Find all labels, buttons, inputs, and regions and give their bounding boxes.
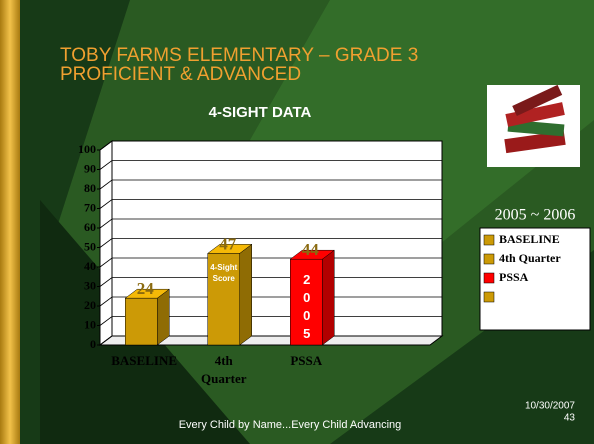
x-tick-label: 4th Quarter — [194, 352, 254, 388]
data-label: 24 — [137, 279, 155, 298]
legend-label: BASELINE — [499, 232, 560, 246]
legend-title: 2005 ~ 2006 — [495, 207, 576, 224]
y-tick-label: 100 — [78, 142, 96, 156]
chart-title: 4-SIGHT DATA — [140, 104, 380, 121]
x-tick-label: PSSA — [276, 352, 336, 370]
y-tick-label: 20 — [84, 298, 96, 312]
legend-label: 4th Quarter — [499, 251, 561, 265]
bar-side — [322, 250, 334, 345]
y-tick-label: 0 — [90, 337, 96, 351]
y-tick-label: 50 — [84, 239, 96, 253]
x-tick-label: BASELINE — [111, 352, 171, 370]
legend-label: PSSA — [499, 270, 529, 284]
footer: Every Child by Name...Every Child Advanc… — [179, 419, 402, 431]
data-label: 47 — [219, 234, 237, 253]
legend-swatch — [484, 254, 494, 264]
book-picture — [487, 85, 580, 167]
y-tick-label: 30 — [84, 278, 96, 292]
legend-swatch — [484, 292, 494, 302]
y-tick-label: 60 — [84, 220, 96, 234]
title-line: PROFICIENT & ADVANCED — [60, 65, 418, 84]
y-tick-label: 10 — [84, 317, 96, 331]
side-strip — [0, 0, 20, 444]
page-number: 43 — [564, 413, 576, 424]
data-label: 44 — [302, 240, 320, 259]
y-tick-label: 40 — [84, 259, 96, 273]
bar-annotation: 2005 — [290, 273, 322, 343]
title-line: TOBY FARMS ELEMENTARY – GRADE 3 — [60, 46, 418, 65]
legend-swatch — [484, 273, 494, 283]
y-tick-label: 70 — [84, 200, 96, 214]
slide-title: TOBY FARMS ELEMENTARY – GRADE 3 PROFICIE… — [60, 46, 418, 84]
bar — [125, 298, 157, 345]
bar-side — [157, 289, 169, 345]
y-tick-label: 80 — [84, 181, 96, 195]
bar-annotation: 4-Sight Score — [208, 262, 240, 284]
y-tick-label: 90 — [84, 161, 96, 175]
bar-side — [240, 244, 252, 345]
date: 10/30/2007 — [525, 401, 575, 412]
slide: 0 10 20 30 40 50 60 70 80 90 100 24 47 44 2005 ~ 2006… — [0, 0, 594, 444]
legend-swatch — [484, 235, 494, 245]
